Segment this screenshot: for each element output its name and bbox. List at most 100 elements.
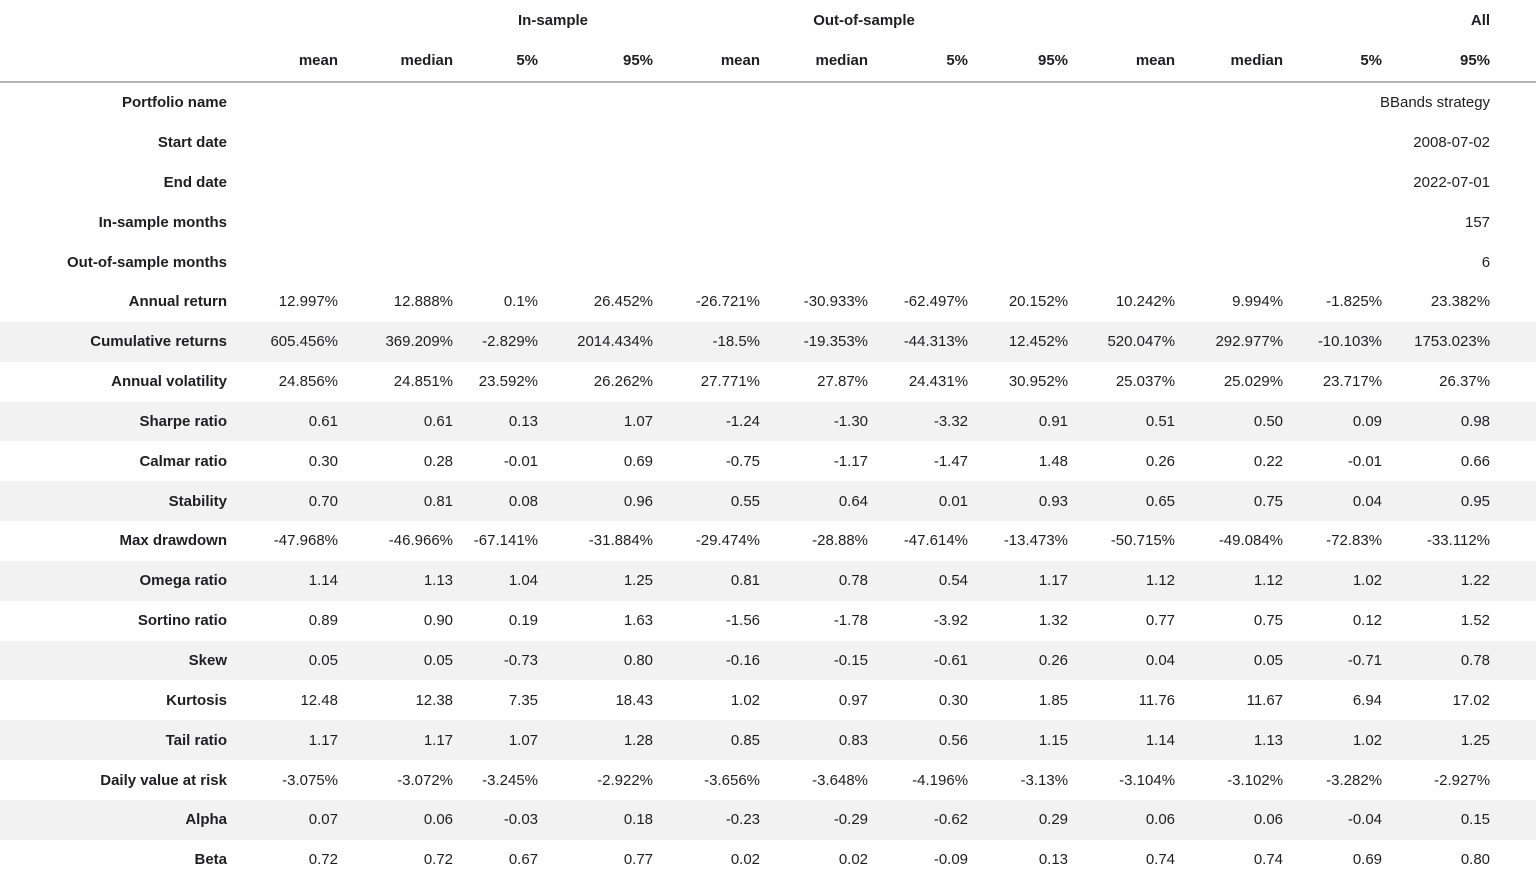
group-spacer [0,0,453,40]
row-label: Sharpe ratio [139,412,227,430]
stat-value: -62.497% [903,293,969,311]
stat-value: 23.717% [1322,373,1383,391]
stat-value: -3.075% [282,771,338,789]
stat-value: 20.152% [1008,293,1069,311]
stat-value: 0.61 [423,412,454,430]
stat-value: 1.85 [1038,691,1069,709]
group-header-out-of-sample: Out-of-sample [813,11,915,29]
stat-value: -3.282% [1326,771,1383,789]
stat-value: -1.56 [725,612,761,630]
stat-value: -30.933% [803,293,869,311]
stat-value: -47.614% [903,532,969,550]
stat-value: 0.70 [308,492,338,510]
stat-value: 24.856% [278,373,338,391]
row-label: Stability [168,492,227,510]
row-label-header-blank [0,40,234,82]
table-row: Sortino ratio 0.89 0.90 0.19 1.63 -1.56 -1.78 -… [0,601,1536,641]
stat-value: 0.69 [623,452,654,470]
portfolio-meta-section: Portfolio name BBands strategy Start dat… [0,82,1536,282]
stat-value: 25.029% [1223,373,1284,391]
stat-value: 0.22 [1253,452,1284,470]
stat-value: -13.473% [1003,532,1069,550]
stat-value: 7.35 [508,691,539,709]
table-row: Stability 0.70 0.81 0.08 0.96 0.55 0.64 0.01 0.9… [0,481,1536,522]
column-header: 95% [1038,52,1069,69]
stat-value: 0.80 [1460,851,1491,869]
stat-value: 0.72 [308,851,338,869]
stat-value: -47.968% [273,532,338,550]
stat-value: -2.829% [482,333,539,351]
stat-value: -3.245% [482,771,539,789]
column-header: 95% [1460,52,1491,69]
table-row: Alpha 0.07 0.06 -0.03 0.18 -0.23 -0.29 -0.62 0.2… [0,799,1536,840]
stat-value: 0.06 [1145,811,1176,829]
stat-value: -26.721% [695,293,761,311]
stat-value: -33.112% [1426,532,1491,550]
stat-value: -50.715% [1110,532,1176,550]
stat-value: 0.81 [730,572,761,590]
stat-value: 0.64 [838,492,869,510]
stat-value: 0.1% [503,293,539,311]
stat-value: 0.19 [508,612,539,630]
meta-value: BBands strategy [1379,94,1491,111]
table-row: Kurtosis 12.48 12.38 7.35 18.43 1.02 0.97 0.30 1… [0,680,1536,720]
row-label: Cumulative returns [90,333,227,351]
stat-value: 0.26 [1145,452,1176,470]
stat-value: 0.04 [1145,652,1176,670]
stat-value: 1.14 [1145,731,1176,749]
group-header-all: All [1470,11,1491,29]
stat-value: 0.08 [508,492,539,510]
meta-label: End date [163,173,227,191]
meta-row: Portfolio name BBands strategy [0,82,1536,122]
column-header: mean [720,52,761,69]
group-header-in-sample: In-sample [518,11,589,29]
stat-value: 0.15 [1460,811,1491,829]
stat-value: 0.09 [1352,412,1383,430]
stat-value: -0.16 [725,652,761,670]
stat-value: -3.92 [933,612,969,630]
stat-value: 0.54 [938,572,969,590]
stat-value: 0.50 [1253,412,1284,430]
stat-value: 0.02 [838,851,869,869]
stat-value: -0.09 [933,851,969,869]
stat-value: 0.96 [623,492,654,510]
stat-value: -0.62 [933,811,969,829]
stat-value: 0.18 [623,811,654,829]
stat-value: -31.884% [588,532,654,550]
meta-label: Out-of-sample months [67,253,227,271]
stat-value: 6.94 [1352,691,1383,709]
stat-value: -0.03 [503,811,539,829]
stat-value: 1.17 [423,731,454,749]
stat-value: 12.997% [278,293,338,311]
stat-value: -29.474% [695,532,761,550]
stat-value: 292.977% [1215,333,1284,351]
meta-row: End date 2022-07-01 [0,162,1536,202]
stat-value: -44.313% [903,333,969,351]
stat-value: -1.24 [725,412,761,430]
stat-value: 0.05 [1253,652,1284,670]
stat-value: 0.75 [1253,612,1284,630]
stat-value: -0.73 [503,652,539,670]
stat-value: 1.02 [730,691,761,709]
row-label: Kurtosis [166,691,227,709]
stat-value: 11.76 [1138,691,1176,709]
stat-value: 520.047% [1107,333,1176,351]
stat-value: -0.29 [833,811,869,829]
stat-value: 0.78 [838,572,869,590]
stat-value: -3.072% [397,771,454,789]
stat-value: 1.13 [1253,731,1284,749]
stat-value: -3.32 [933,412,969,430]
stat-value: 1.17 [1038,572,1069,590]
stat-value: -3.104% [1119,771,1176,789]
stat-value: -0.61 [933,652,969,670]
stat-value: 0.13 [1038,851,1069,869]
stat-value: 605.456% [270,333,338,351]
stat-value: 0.07 [308,811,338,829]
stat-value: 0.29 [1038,811,1069,829]
row-label: Sortino ratio [137,612,227,630]
stat-value: -1.30 [833,412,869,430]
stat-value: 0.74 [1145,851,1176,869]
meta-value: 6 [1481,253,1491,271]
